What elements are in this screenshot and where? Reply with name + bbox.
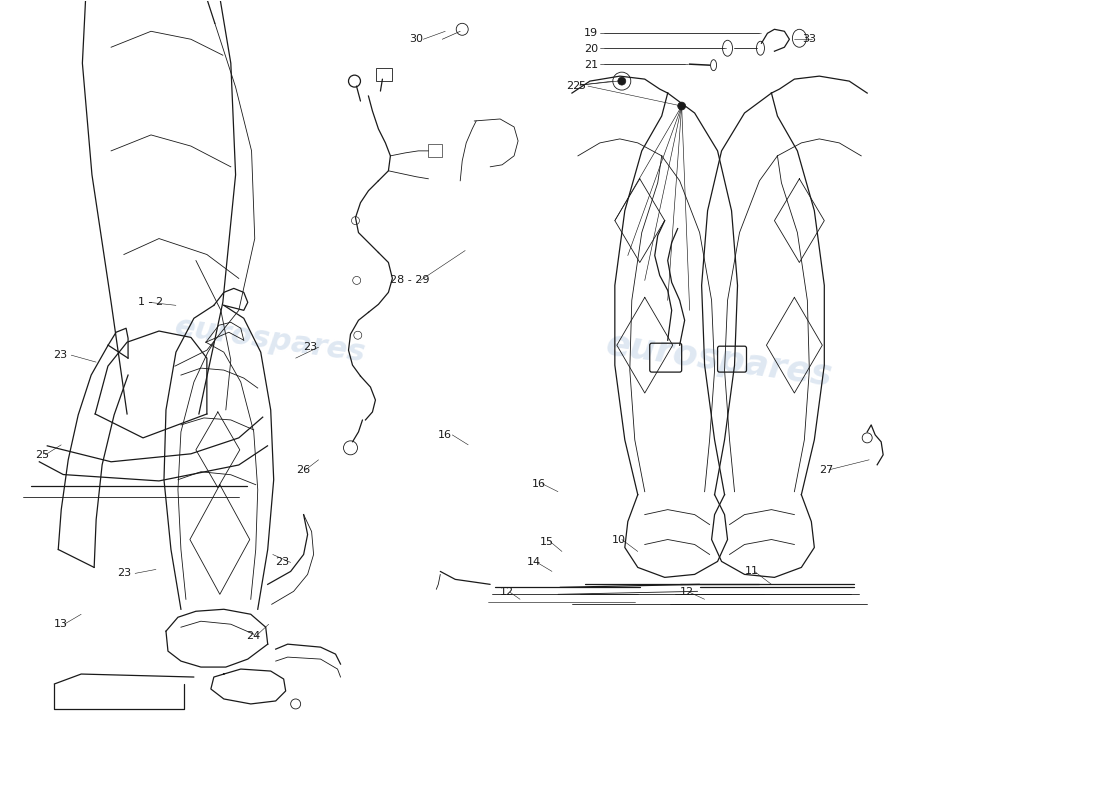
Text: eurospares: eurospares <box>174 313 368 368</box>
Text: 12: 12 <box>500 587 515 598</box>
Circle shape <box>678 102 685 110</box>
Text: 22: 22 <box>566 81 580 91</box>
Text: 10: 10 <box>612 534 626 545</box>
Text: 14: 14 <box>527 558 541 567</box>
Text: eurospares: eurospares <box>604 327 835 393</box>
Text: 26: 26 <box>296 465 310 474</box>
Text: 1 - 2: 1 - 2 <box>138 298 163 307</box>
Text: 11: 11 <box>745 566 759 577</box>
Text: 25: 25 <box>35 450 50 460</box>
Text: 33: 33 <box>802 34 816 44</box>
Text: 28 - 29: 28 - 29 <box>390 275 430 286</box>
Circle shape <box>618 77 626 85</box>
Text: 20: 20 <box>584 44 598 54</box>
Text: 15: 15 <box>540 537 554 546</box>
Text: 23: 23 <box>275 558 289 567</box>
Text: 16: 16 <box>438 430 452 440</box>
Text: 24: 24 <box>245 631 260 641</box>
Text: 27: 27 <box>820 465 834 474</box>
Text: 21: 21 <box>584 60 598 70</box>
Text: 23: 23 <box>53 350 67 360</box>
Text: 30: 30 <box>409 34 424 44</box>
Text: 23: 23 <box>117 568 131 578</box>
Text: 23: 23 <box>302 342 317 352</box>
Text: 13: 13 <box>54 619 68 630</box>
Text: 16: 16 <box>532 478 546 489</box>
Text: 5: 5 <box>578 81 585 91</box>
Text: 19: 19 <box>584 28 598 38</box>
Text: 12: 12 <box>680 587 694 598</box>
